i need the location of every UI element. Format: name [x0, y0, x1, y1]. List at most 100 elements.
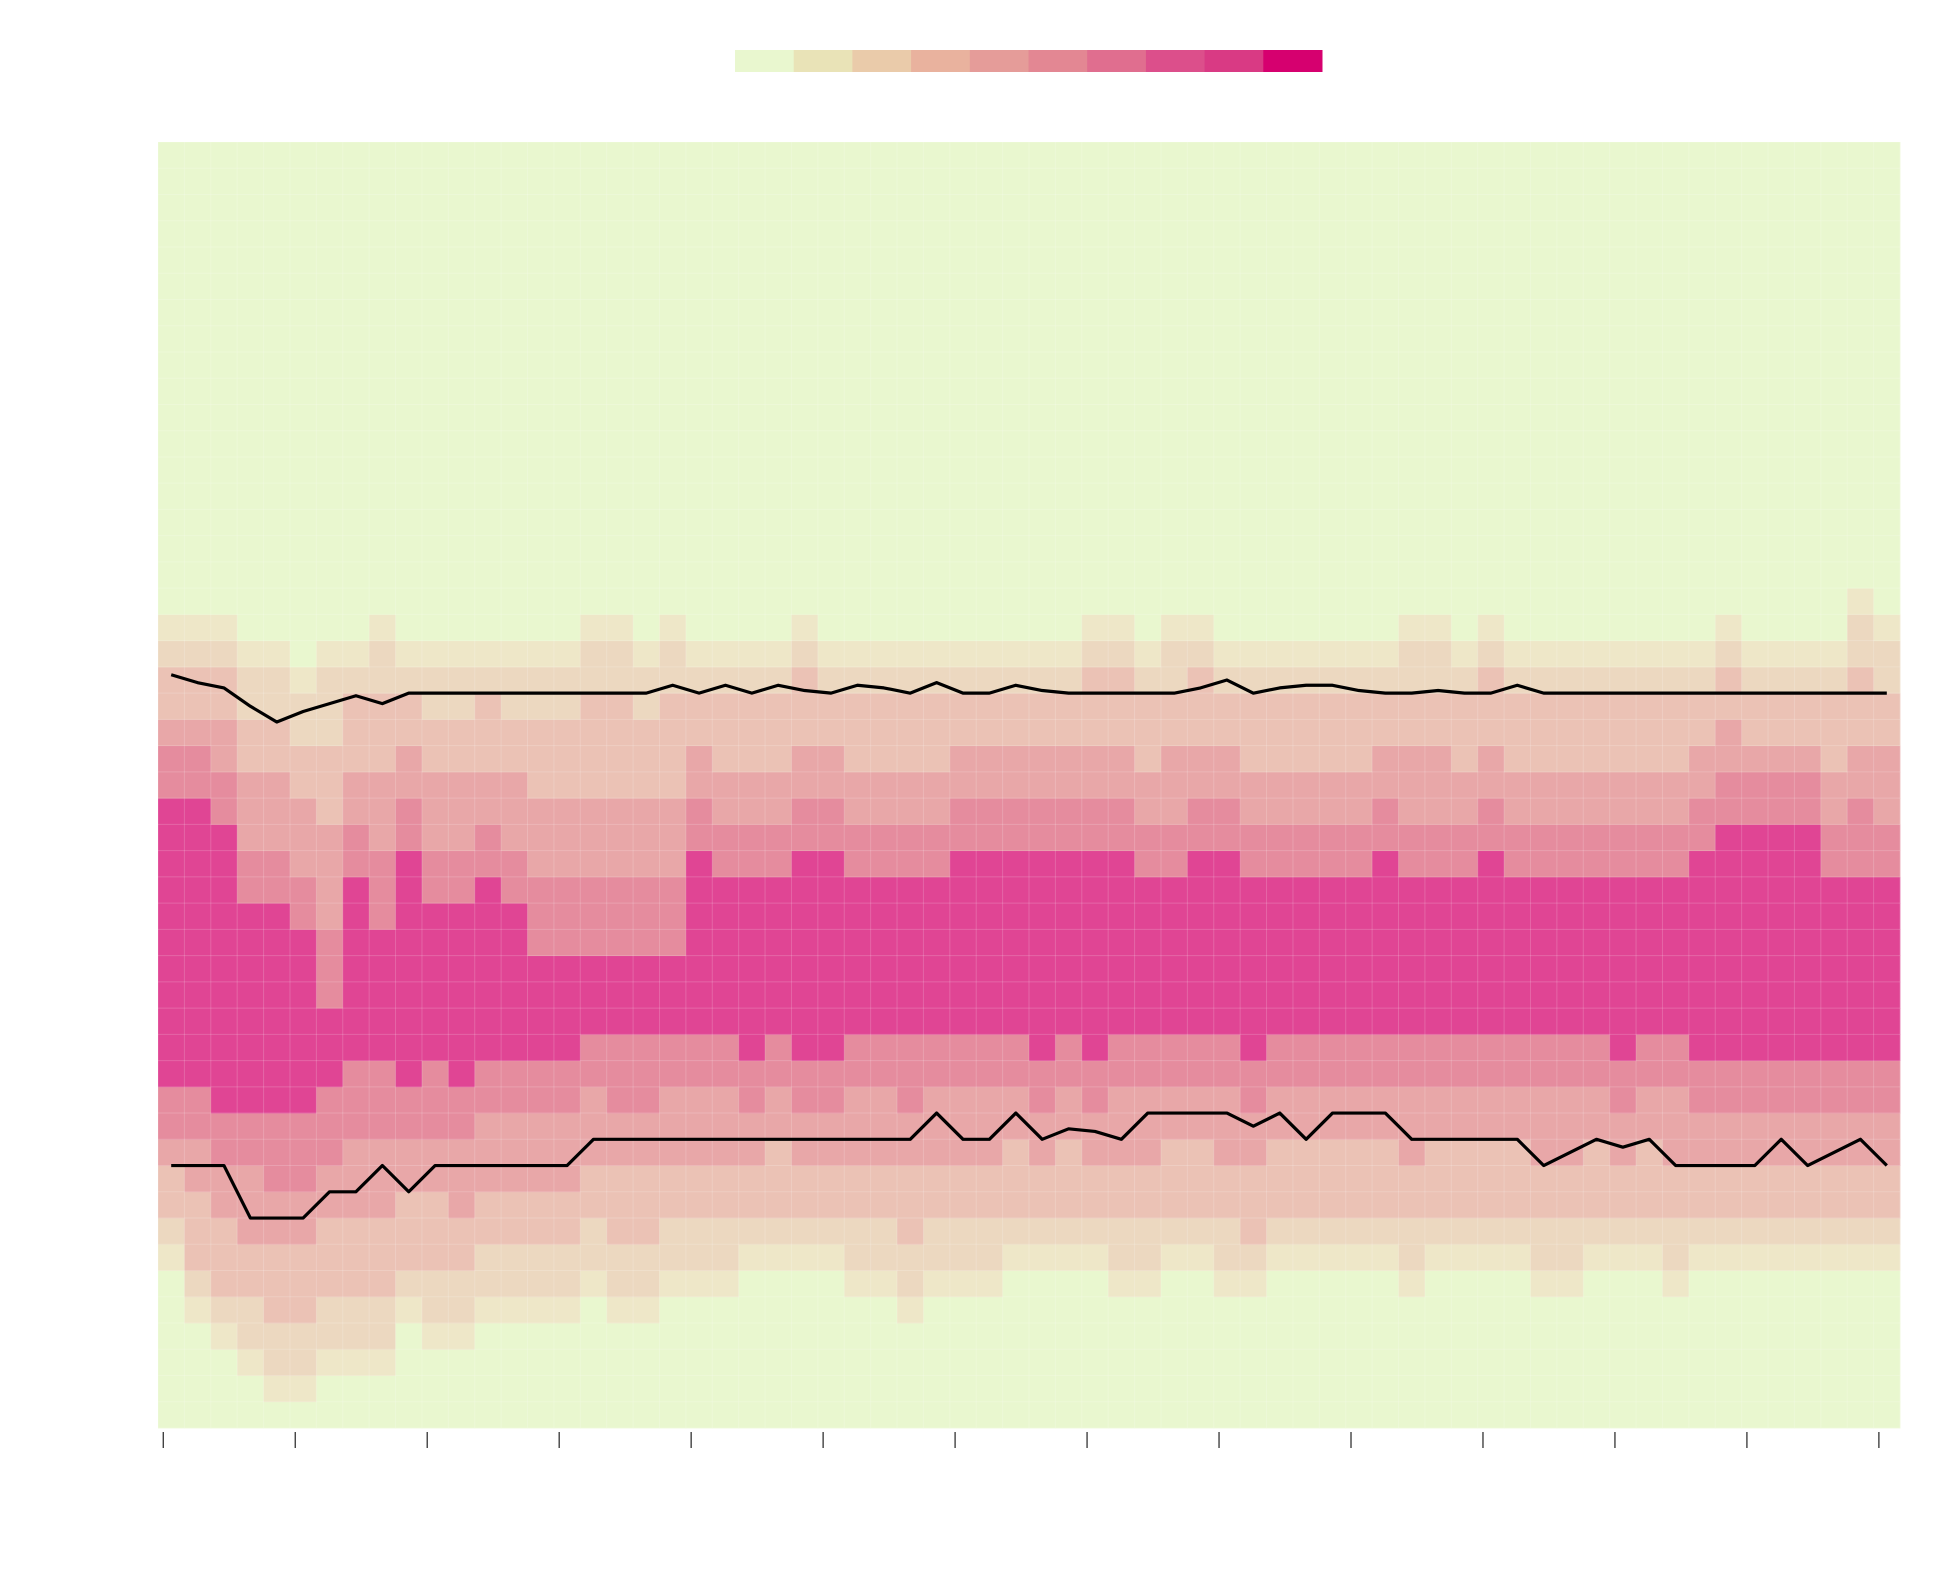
heatmap-cell	[474, 351, 502, 379]
heatmap-cell	[738, 771, 766, 799]
heatmap-cell	[1583, 535, 1611, 563]
heatmap-cell	[1794, 614, 1822, 642]
heatmap-cell	[1002, 798, 1030, 825]
heatmap-cell	[369, 194, 396, 222]
heatmap-cell	[1002, 1113, 1030, 1140]
heatmap-cell	[949, 1191, 977, 1219]
heatmap-cell	[158, 483, 185, 510]
heatmap-cell	[1504, 1034, 1531, 1061]
heatmap-cell	[1556, 614, 1584, 642]
heatmap-cell	[1636, 509, 1663, 537]
heatmap-cell	[158, 1270, 185, 1298]
heatmap-cell	[1583, 876, 1611, 904]
heatmap-cell	[1240, 588, 1267, 615]
heatmap-cell	[342, 824, 370, 852]
heatmap-cell	[421, 1244, 449, 1271]
heatmap-cell	[1160, 1191, 1188, 1219]
heatmap-cell	[421, 1296, 449, 1324]
heatmap-cell	[1187, 1349, 1215, 1376]
heatmap-cell	[1292, 640, 1320, 668]
heatmap-cell	[633, 351, 660, 379]
heatmap-cell	[1688, 483, 1716, 510]
heatmap-cell	[844, 509, 872, 537]
heatmap-cell	[1556, 1375, 1584, 1403]
heatmap-cell	[580, 903, 608, 930]
heatmap-cell	[421, 246, 449, 274]
heatmap-cell	[1477, 220, 1505, 248]
heatmap-cell	[1451, 325, 1479, 353]
heatmap-cell	[1213, 719, 1241, 747]
heatmap-cell	[1319, 719, 1347, 747]
heatmap-cell	[1108, 588, 1135, 615]
heatmap-cell	[1108, 1296, 1135, 1324]
heatmap-cell	[158, 614, 185, 642]
heatmap-cell	[1160, 876, 1188, 904]
heatmap-cell	[316, 850, 344, 878]
heatmap-cell	[1530, 588, 1558, 615]
heatmap-cell	[210, 903, 238, 930]
heatmap-cell	[184, 693, 212, 720]
heatmap-cell	[1530, 142, 1558, 169]
heatmap-cell	[1187, 614, 1215, 642]
heatmap-cell	[1688, 981, 1716, 1009]
heatmap-cell	[1794, 981, 1822, 1009]
heatmap-cell	[1556, 798, 1584, 825]
heatmap-cell	[1372, 1244, 1399, 1271]
heatmap-cell	[1266, 693, 1294, 720]
heatmap-cell	[1873, 588, 1901, 615]
heatmap-cell	[1741, 378, 1769, 405]
heatmap-cell	[184, 981, 212, 1009]
heatmap-cell	[448, 273, 476, 300]
heatmap-cell	[1768, 483, 1795, 510]
heatmap-cell	[791, 299, 819, 327]
heatmap-cell	[580, 1034, 608, 1061]
heatmap-cell	[1847, 168, 1875, 195]
heatmap-cell	[1319, 1349, 1347, 1376]
heatmap-cell	[897, 719, 924, 747]
heatmap-cell	[1662, 719, 1690, 747]
heatmap-cell	[1636, 220, 1663, 248]
heatmap-cell	[1240, 955, 1267, 983]
heatmap-cell	[949, 1375, 977, 1403]
heatmap-cell	[1451, 168, 1479, 195]
heatmap-cell	[237, 273, 264, 300]
heatmap-cell	[421, 430, 449, 458]
heatmap-cell	[1873, 614, 1901, 642]
heatmap-cell	[421, 1349, 449, 1376]
heatmap-cell	[1583, 325, 1611, 353]
heatmap-cell	[1160, 1113, 1188, 1140]
heatmap-cell	[1055, 1296, 1083, 1324]
heatmap-cell	[342, 929, 370, 956]
heatmap-cell	[606, 1349, 634, 1376]
heatmap-cell	[1556, 1008, 1584, 1035]
heatmap-cell	[1029, 1139, 1056, 1166]
heatmap-cell	[659, 483, 687, 510]
heatmap-cell	[870, 430, 898, 458]
heatmap-cell	[1292, 614, 1320, 642]
heatmap-cell	[870, 614, 898, 642]
heatmap-cell	[501, 929, 528, 956]
heatmap-cell	[1345, 693, 1373, 720]
heatmap-cell	[1187, 1165, 1215, 1193]
heatmap-cell	[1081, 798, 1109, 825]
heatmap-cell	[897, 1323, 924, 1350]
heatmap-cell	[1873, 378, 1901, 405]
heatmap-cell	[1820, 325, 1848, 353]
heatmap-cell	[237, 824, 264, 852]
heatmap-cell	[870, 142, 898, 169]
heatmap-cell	[448, 325, 476, 353]
heatmap-cell	[1556, 719, 1584, 747]
heatmap-cell	[1715, 588, 1743, 615]
heatmap-cell	[738, 850, 766, 878]
heatmap-cell	[580, 1244, 608, 1271]
heatmap-cell	[237, 1139, 264, 1166]
heatmap-cell	[1424, 246, 1452, 274]
heatmap-cell	[1108, 614, 1135, 642]
heatmap-cell	[448, 509, 476, 537]
heatmap-cell	[1240, 1323, 1267, 1350]
heatmap-cell	[844, 561, 872, 589]
heatmap-cell	[1530, 745, 1558, 773]
heatmap-cell	[712, 955, 740, 983]
heatmap-cell	[1292, 142, 1320, 169]
heatmap-cell	[633, 1323, 660, 1350]
